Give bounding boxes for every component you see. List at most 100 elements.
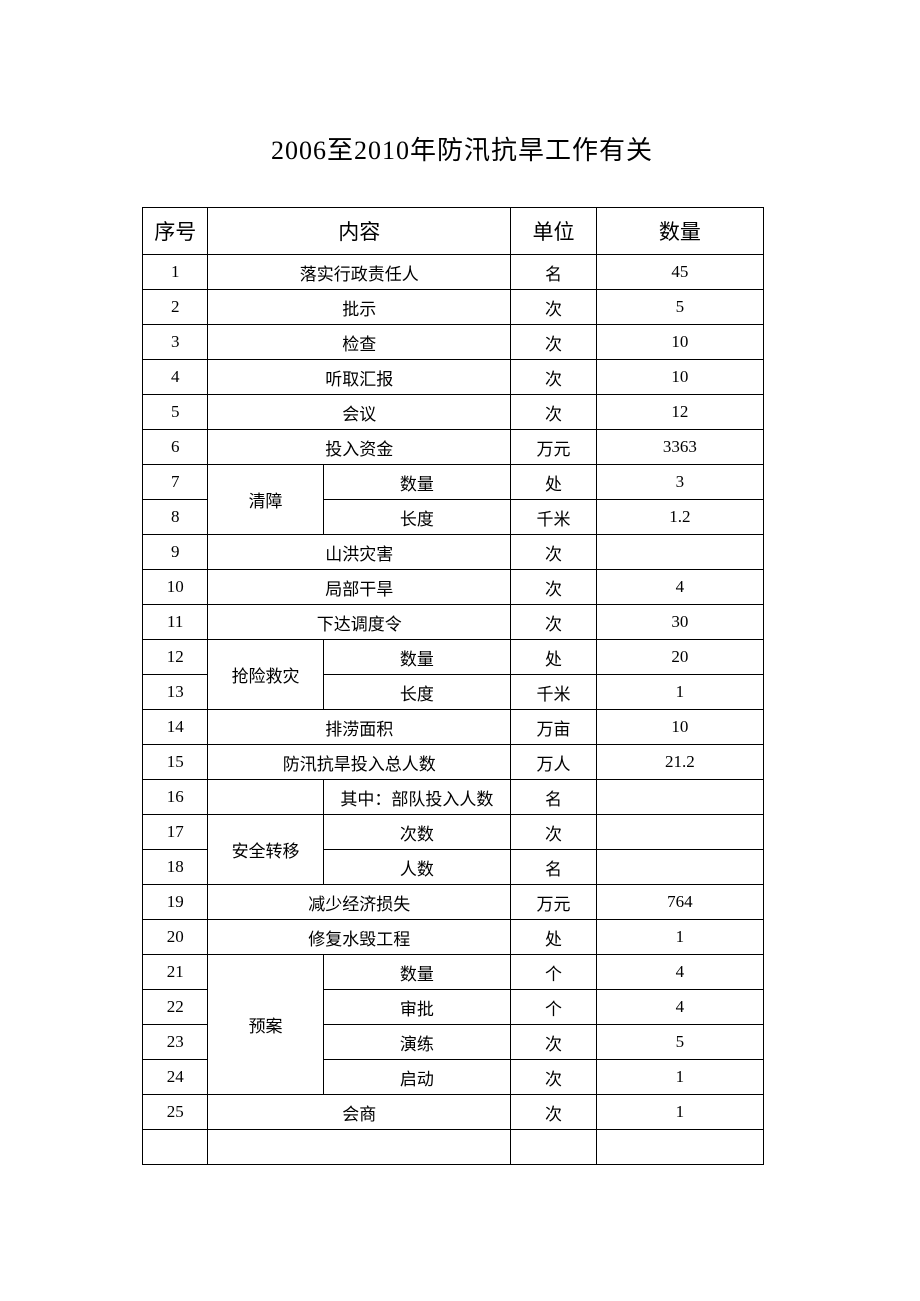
- cell-unit: 次: [511, 605, 597, 640]
- cell-unit: 个: [511, 955, 597, 990]
- cell-qty: 1: [596, 675, 763, 710]
- header-content: 内容: [208, 208, 511, 255]
- cell-content: 落实行政责任人: [208, 255, 511, 290]
- cell-unit: 千米: [511, 675, 597, 710]
- cell-empty: [208, 1130, 511, 1165]
- cell-qty: 3: [596, 465, 763, 500]
- cell-empty: [143, 1130, 208, 1165]
- cell-seq: 12: [143, 640, 208, 675]
- cell-qty: 1: [596, 1095, 763, 1130]
- table-row: 1落实行政责任人名45: [143, 255, 764, 290]
- cell-content-sub: 其中：部队投入人数: [323, 780, 510, 815]
- cell-content: 会商: [208, 1095, 511, 1130]
- cell-seq: 14: [143, 710, 208, 745]
- cell-unit: 次: [511, 1095, 597, 1130]
- table-row: 5会议次12: [143, 395, 764, 430]
- cell-seq: 18: [143, 850, 208, 885]
- table-row: 20修复水毁工程处1: [143, 920, 764, 955]
- cell-qty: [596, 850, 763, 885]
- cell-seq: 25: [143, 1095, 208, 1130]
- cell-content: 下达调度令: [208, 605, 511, 640]
- header-seq: 序号: [143, 208, 208, 255]
- cell-unit: 次: [511, 325, 597, 360]
- cell-content-group: 抢险救灾: [208, 640, 323, 710]
- cell-qty: [596, 780, 763, 815]
- cell-qty: [596, 535, 763, 570]
- table-row: 15防汛抗旱投入总人数万人21.2: [143, 745, 764, 780]
- cell-qty: [596, 815, 763, 850]
- cell-unit: 名: [511, 780, 597, 815]
- table-row: 7清障数量处3: [143, 465, 764, 500]
- cell-qty: 45: [596, 255, 763, 290]
- cell-seq: 1: [143, 255, 208, 290]
- cell-seq: 2: [143, 290, 208, 325]
- cell-qty: 10: [596, 325, 763, 360]
- cell-content: 排涝面积: [208, 710, 511, 745]
- table-row: 14排涝面积万亩10: [143, 710, 764, 745]
- cell-qty: 10: [596, 710, 763, 745]
- table-header: 序号 内容 单位 数量: [143, 208, 764, 255]
- table-row: 17安全转移次数次: [143, 815, 764, 850]
- cell-seq: 20: [143, 920, 208, 955]
- cell-content: 局部干旱: [208, 570, 511, 605]
- cell-seq: 21: [143, 955, 208, 990]
- cell-unit: 名: [511, 255, 597, 290]
- header-unit: 单位: [511, 208, 597, 255]
- cell-unit: 处: [511, 640, 597, 675]
- cell-unit: 处: [511, 465, 597, 500]
- cell-empty: [596, 1130, 763, 1165]
- cell-content-sub: 数量: [323, 955, 510, 990]
- cell-unit: 次: [511, 570, 597, 605]
- cell-seq: 24: [143, 1060, 208, 1095]
- cell-qty: 30: [596, 605, 763, 640]
- table-row: 9山洪灾害次: [143, 535, 764, 570]
- cell-seq: 7: [143, 465, 208, 500]
- table-row: 4听取汇报次10: [143, 360, 764, 395]
- cell-content: 检查: [208, 325, 511, 360]
- cell-content-sub: 审批: [323, 990, 510, 1025]
- cell-qty: 21.2: [596, 745, 763, 780]
- cell-seq: 10: [143, 570, 208, 605]
- cell-unit: 万元: [511, 430, 597, 465]
- cell-content-sub: 数量: [323, 465, 510, 500]
- data-table: 序号 内容 单位 数量 1落实行政责任人名452批示次53检查次104听取汇报次…: [142, 207, 764, 1165]
- cell-unit: 次: [511, 1025, 597, 1060]
- header-row: 序号 内容 单位 数量: [143, 208, 764, 255]
- table-row: 21预案数量个4: [143, 955, 764, 990]
- cell-content-sub: 人数: [323, 850, 510, 885]
- table-row: 2批示次5: [143, 290, 764, 325]
- cell-seq: 17: [143, 815, 208, 850]
- cell-seq: 15: [143, 745, 208, 780]
- cell-content-sub: 演练: [323, 1025, 510, 1060]
- cell-seq: 9: [143, 535, 208, 570]
- cell-seq: 23: [143, 1025, 208, 1060]
- cell-unit: 次: [511, 360, 597, 395]
- table-row: 10局部干旱次4: [143, 570, 764, 605]
- cell-content: 听取汇报: [208, 360, 511, 395]
- cell-unit: 次: [511, 815, 597, 850]
- cell-seq: 5: [143, 395, 208, 430]
- table-row: 6投入资金万元3363: [143, 430, 764, 465]
- cell-content-sub: 启动: [323, 1060, 510, 1095]
- cell-content-sub: 次数: [323, 815, 510, 850]
- cell-qty: 1.2: [596, 500, 763, 535]
- cell-content: 修复水毁工程: [208, 920, 511, 955]
- cell-seq: 3: [143, 325, 208, 360]
- cell-content-sub: 长度: [323, 500, 510, 535]
- cell-unit: 万人: [511, 745, 597, 780]
- cell-content-sub: 长度: [323, 675, 510, 710]
- cell-seq: 16: [143, 780, 208, 815]
- table-row: 16 其中：部队投入人数名: [143, 780, 764, 815]
- header-qty: 数量: [596, 208, 763, 255]
- cell-qty: 20: [596, 640, 763, 675]
- cell-content-group: 预案: [208, 955, 323, 1095]
- cell-content-sub: 数量: [323, 640, 510, 675]
- cell-content: 批示: [208, 290, 511, 325]
- cell-qty: 1: [596, 1060, 763, 1095]
- cell-content-group: [208, 780, 323, 815]
- cell-unit: 次: [511, 395, 597, 430]
- cell-qty: 4: [596, 990, 763, 1025]
- cell-qty: 1: [596, 920, 763, 955]
- cell-unit: 次: [511, 535, 597, 570]
- table-row: 11下达调度令次30: [143, 605, 764, 640]
